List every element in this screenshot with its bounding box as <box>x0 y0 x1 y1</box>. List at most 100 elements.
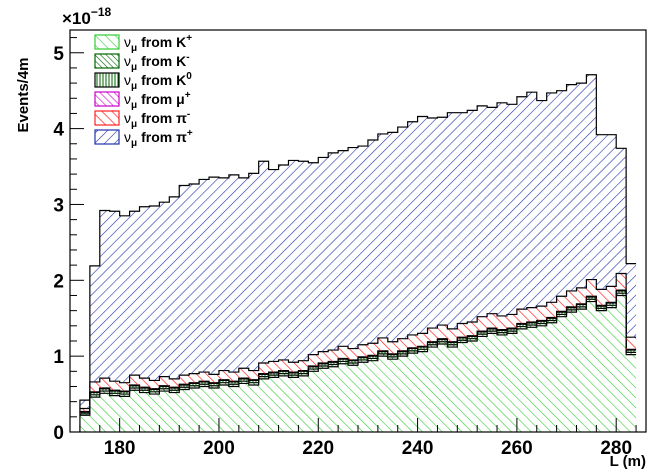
bar-6-41 <box>477 105 488 317</box>
exponent-base: ×10 <box>62 9 91 28</box>
series-outline-6 <box>79 74 637 409</box>
bar-2-8 <box>149 391 160 395</box>
bar-3-35 <box>417 347 428 350</box>
bar-1-44 <box>506 333 517 432</box>
bar-1-25 <box>318 368 329 432</box>
bar-3-48 <box>546 318 557 321</box>
bar-5-48 <box>546 302 557 318</box>
bar-2-23 <box>298 373 309 376</box>
bar-1-30 <box>367 360 378 432</box>
bar-3-17 <box>238 378 249 382</box>
bar-6-14 <box>209 177 219 375</box>
bar-3-47 <box>536 321 547 324</box>
bar-3-51 <box>576 304 587 307</box>
axes-layer: 180 200 220 240 260 280 0 1 2 3 4 5 <box>53 29 647 459</box>
bar-2-16 <box>228 384 239 387</box>
bar-2-53 <box>596 308 607 311</box>
bar-3-38 <box>447 342 458 345</box>
bar-1-53 <box>596 310 607 432</box>
bar-3-43 <box>497 330 507 333</box>
x-tick-label: 280 <box>600 438 632 459</box>
bar-6-3 <box>99 210 110 379</box>
bar-1-35 <box>417 351 428 432</box>
bar-1-19 <box>258 378 269 432</box>
bar-1-12 <box>189 388 200 432</box>
bar-5-53 <box>596 289 607 306</box>
bar-3-16 <box>228 381 239 385</box>
bar-3-23 <box>298 371 309 374</box>
bar-5-29 <box>358 344 368 357</box>
bar-3-40 <box>467 336 478 339</box>
bar-2-51 <box>576 306 587 310</box>
bar-3-39 <box>457 337 468 341</box>
bar-6-35 <box>417 116 428 334</box>
bar-2-29 <box>358 359 368 363</box>
bar-6-48 <box>546 92 557 303</box>
bar-1-20 <box>268 377 279 432</box>
bar-5-28 <box>348 348 358 360</box>
bar-3-8 <box>149 389 160 392</box>
bar-6-18 <box>248 173 259 371</box>
bar-6-9 <box>159 202 170 377</box>
bar-6-44 <box>506 104 517 315</box>
bar-1-31 <box>377 356 388 432</box>
bar-3-7 <box>139 388 150 391</box>
bar-1-22 <box>288 377 299 432</box>
series-1 <box>79 294 637 432</box>
y-tick-label: 5 <box>53 44 64 65</box>
bar-3-36 <box>427 342 438 345</box>
bar-6-33 <box>397 127 408 339</box>
bar-2-7 <box>139 390 150 393</box>
bar-2-13 <box>199 384 210 387</box>
bar-1-28 <box>348 365 358 432</box>
legend-label-5: νμ from π- <box>124 109 190 130</box>
bar-3-11 <box>179 384 190 388</box>
bar-3-4 <box>109 391 120 394</box>
bar-6-23 <box>298 161 309 361</box>
bar-5-56 <box>626 337 637 350</box>
legend-swatch-6 <box>94 129 120 145</box>
bar-5-37 <box>437 325 448 339</box>
bar-3-34 <box>407 348 418 351</box>
bar-6-15 <box>218 177 229 371</box>
x-tick-label: 260 <box>501 438 533 459</box>
x-tick-label: 240 <box>402 438 434 459</box>
bar-3-14 <box>209 383 219 386</box>
bar-1-55 <box>616 295 627 432</box>
bar-2-10 <box>169 390 180 393</box>
bar-6-17 <box>238 177 249 369</box>
bar-5-40 <box>467 322 478 336</box>
bar-6-29 <box>358 146 368 345</box>
bar-5-17 <box>238 368 249 379</box>
bar-1-45 <box>516 328 527 432</box>
bar-2-5 <box>119 394 130 397</box>
bar-5-25 <box>318 351 329 363</box>
bar-1-33 <box>397 356 408 432</box>
bar-1-50 <box>566 312 577 432</box>
bar-6-28 <box>348 147 358 349</box>
bar-3-21 <box>278 371 289 374</box>
bar-1-46 <box>526 327 537 432</box>
bar-1-36 <box>427 347 438 432</box>
bar-5-43 <box>497 315 507 330</box>
bar-3-13 <box>199 381 210 385</box>
bar-2-17 <box>238 381 249 384</box>
bar-2-15 <box>218 382 229 385</box>
bar-6-50 <box>566 84 577 291</box>
bar-3-3 <box>99 388 110 392</box>
bar-5-20 <box>268 361 279 373</box>
bar-3-50 <box>566 307 577 310</box>
bar-5-24 <box>308 354 319 367</box>
bar-1-48 <box>546 322 557 432</box>
bar-5-49 <box>556 296 567 312</box>
bar-6-39 <box>457 112 468 324</box>
bar-5-2 <box>89 381 100 392</box>
bar-6-10 <box>169 196 180 379</box>
bar-2-2 <box>89 394 100 398</box>
legend-label-1: νμ from K+ <box>124 33 192 54</box>
bar-5-30 <box>367 343 378 356</box>
bar-1-51 <box>576 309 587 432</box>
bar-3-37 <box>437 339 448 342</box>
bar-1-41 <box>477 336 488 432</box>
bar-1-38 <box>447 347 458 432</box>
